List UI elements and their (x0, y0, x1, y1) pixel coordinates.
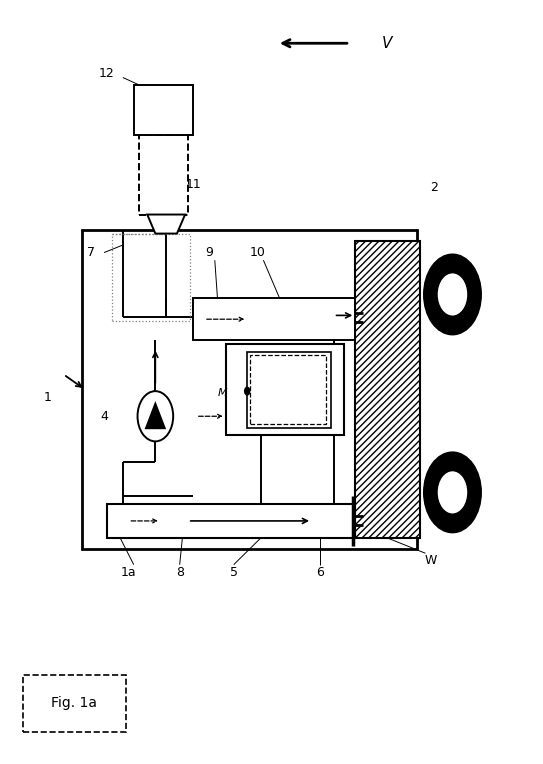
Text: 7: 7 (86, 246, 94, 259)
Bar (23, 675, 125, 732)
Bar (107, 503, 355, 538)
Bar (225, 344, 344, 435)
Bar (139, 134, 188, 215)
Text: 2: 2 (430, 181, 438, 194)
Bar (355, 241, 420, 538)
Text: 12: 12 (99, 67, 115, 80)
Text: V: V (382, 36, 393, 50)
Circle shape (425, 453, 481, 532)
Text: M: M (218, 388, 228, 398)
Bar (134, 85, 193, 134)
Bar (247, 351, 331, 428)
Text: W: W (425, 555, 437, 568)
Circle shape (425, 255, 481, 334)
Bar (193, 298, 355, 340)
Text: 1: 1 (43, 390, 51, 403)
Text: 9: 9 (205, 246, 213, 259)
Text: 5: 5 (230, 566, 238, 579)
Text: 10: 10 (250, 246, 266, 259)
Circle shape (437, 273, 468, 316)
Circle shape (437, 471, 468, 514)
Polygon shape (144, 401, 166, 429)
Text: 6: 6 (316, 566, 324, 579)
Circle shape (137, 391, 173, 442)
Text: 4: 4 (100, 410, 108, 422)
Bar (250, 355, 325, 424)
Polygon shape (147, 215, 185, 234)
Text: Fig. 1a: Fig. 1a (52, 696, 97, 711)
Text: 11: 11 (185, 177, 201, 190)
Text: 1a: 1a (121, 566, 136, 579)
Bar (112, 234, 191, 321)
Bar (83, 230, 418, 549)
Circle shape (244, 387, 250, 396)
Text: 8: 8 (176, 566, 184, 579)
